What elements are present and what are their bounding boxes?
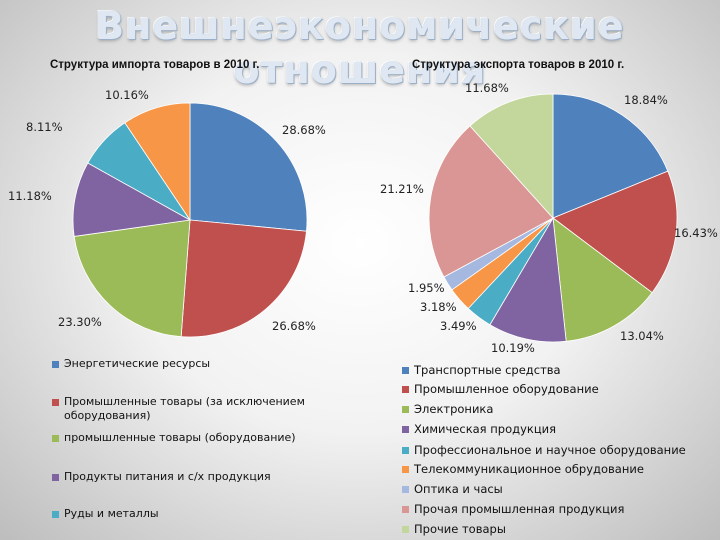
import-data-label-6: 10.16% <box>105 88 149 102</box>
import-legend-item-1: Энергетические ресурсы <box>52 357 322 371</box>
export-legend-label-2: Промышленное оборудование <box>414 382 599 396</box>
import-legend-item-2: Промышленные товары (за исключением обор… <box>52 395 322 423</box>
export-slice-3 <box>552 217 653 342</box>
import-legend-label-1: Энергетические ресурсы <box>64 357 211 370</box>
import-slice-2 <box>180 219 307 338</box>
import-legend-swatch-1 <box>52 361 59 368</box>
import-legend-item-4: Продукты питания и с/х продукция <box>52 470 322 484</box>
export-data-label-3: 13.04% <box>620 329 664 343</box>
export-legend-item-9: Прочие товары <box>402 522 702 536</box>
export-legend-label-1: Транспортные средства <box>414 363 561 377</box>
export-slice-1 <box>552 93 669 219</box>
export-legend-swatch-6 <box>402 466 409 473</box>
export-data-label-2: 16.43% <box>674 226 718 240</box>
export-legend-swatch-1 <box>402 367 409 374</box>
import-legend-swatch-4 <box>52 474 59 481</box>
import-data-label-3: 23.30% <box>58 315 102 329</box>
export-legend-label-3: Электроника <box>414 402 494 416</box>
import-slice-1 <box>189 102 308 232</box>
import-slice-3 <box>73 219 191 338</box>
import-data-label-1: 28.68% <box>282 123 326 137</box>
export-legend-label-4: Химическая продукция <box>414 422 557 436</box>
export-legend-item-7: Оптика и часы <box>402 482 702 496</box>
export-legend-label-7: Оптика и часы <box>414 482 503 496</box>
import-legend-label-3: промышленные товары (оборудование) <box>64 431 296 444</box>
export-legend-label-9: Прочие товары <box>414 522 506 536</box>
import-legend-label-2: Промышленные товары (за исключением обор… <box>64 395 305 422</box>
import-chart-title: Структура импорта товаров в 2010 г. <box>50 59 260 71</box>
export-pie-chart: 18.84% 16.43% 13.04% 10.19% 3.49% 3.18% 1.95% 2… <box>380 81 718 355</box>
import-legend-swatch-2 <box>52 399 59 406</box>
export-slice-8 <box>428 125 554 278</box>
import-data-label-5: 8.11% <box>26 120 63 134</box>
export-legend-item-6: Телекоммуникационное обрудование <box>402 462 702 476</box>
export-legend-swatch-9 <box>402 526 409 533</box>
export-legend-swatch-8 <box>402 506 409 513</box>
export-legend-label-5: Профессиональное и научное оборудование <box>414 443 686 457</box>
export-slice-2 <box>552 170 678 294</box>
export-legend-item-3: Электроника <box>402 402 702 416</box>
import-legend-item-3: промышленные товары (оборудование) <box>52 431 322 445</box>
export-data-label-5: 3.49% <box>440 319 477 333</box>
import-slice-6 <box>124 102 191 222</box>
export-legend-label-6: Телекоммуникационное обрудование <box>414 462 644 476</box>
export-legend-item-8: Прочая промышленная продукция <box>402 502 702 516</box>
import-legend-swatch-5 <box>52 511 59 518</box>
export-slice-4 <box>489 216 567 343</box>
export-legend-item-1: Транспортные средства <box>402 363 702 377</box>
export-data-label-6: 3.18% <box>420 300 457 314</box>
import-data-label-2: 26.68% <box>272 319 316 333</box>
export-slice-9 <box>469 93 554 220</box>
export-legend-swatch-2 <box>402 386 409 393</box>
export-legend-swatch-5 <box>402 447 409 454</box>
import-slice-4 <box>72 162 192 237</box>
page-title: Внешнеэкономические отношения <box>95 4 625 92</box>
import-legend-label-5: Руды и металлы <box>64 507 159 520</box>
export-data-label-7: 1.95% <box>408 281 445 295</box>
export-legend-swatch-4 <box>402 426 409 433</box>
import-data-label-4: 11.18% <box>8 189 52 203</box>
export-data-label-4: 10.19% <box>491 341 535 355</box>
import-legend-label-4: Продукты питания и с/х продукция <box>64 470 271 483</box>
import-legend-swatch-3 <box>52 435 59 442</box>
import-legend-item-5: Руды и металлы <box>52 507 322 521</box>
export-legend-swatch-3 <box>402 406 409 413</box>
export-legend-item-5: Профессиональное и научное оборудование <box>402 443 702 457</box>
export-data-label-8: 21.21% <box>380 182 424 196</box>
export-legend-label-8: Прочая промышленная продукция <box>414 502 625 516</box>
export-chart-title: Структура экспорта товаров в 2010 г. <box>412 59 625 71</box>
export-data-label-1: 18.84% <box>624 93 668 107</box>
export-legend-item-2: Промышленное оборудование <box>402 382 702 396</box>
import-pie-chart: 28.68% 26.68% 23.30% 11.18% 8.11% 10.16% <box>8 88 326 338</box>
export-legend-swatch-7 <box>402 486 409 493</box>
export-data-label-9: 11.68% <box>465 81 509 95</box>
export-legend-item-4: Химическая продукция <box>402 422 702 436</box>
